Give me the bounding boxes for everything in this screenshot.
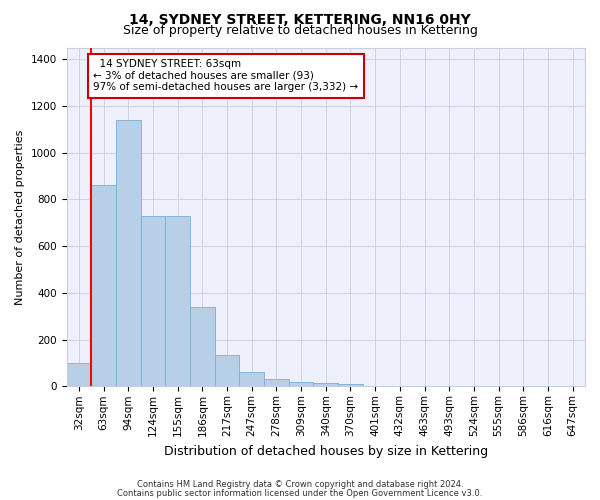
X-axis label: Distribution of detached houses by size in Kettering: Distribution of detached houses by size … [164,444,488,458]
Bar [140,216,165,386]
Bar [165,216,190,386]
Bar [264,380,289,386]
Bar [116,120,140,386]
Bar [67,363,91,386]
Bar [91,186,116,386]
Bar [338,384,363,386]
Bar [239,372,264,386]
Bar [215,355,239,386]
Text: 14 SYDNEY STREET: 63sqm
← 3% of detached houses are smaller (93)
97% of semi-det: 14 SYDNEY STREET: 63sqm ← 3% of detached… [93,59,358,92]
Text: Contains HM Land Registry data © Crown copyright and database right 2024.: Contains HM Land Registry data © Crown c… [137,480,463,489]
Text: Contains public sector information licensed under the Open Government Licence v3: Contains public sector information licen… [118,488,482,498]
Bar [289,382,313,386]
Bar [313,383,338,386]
Y-axis label: Number of detached properties: Number of detached properties [15,130,25,304]
Text: Size of property relative to detached houses in Kettering: Size of property relative to detached ho… [122,24,478,37]
Text: 14, SYDNEY STREET, KETTERING, NN16 0HY: 14, SYDNEY STREET, KETTERING, NN16 0HY [129,12,471,26]
Bar [190,307,215,386]
